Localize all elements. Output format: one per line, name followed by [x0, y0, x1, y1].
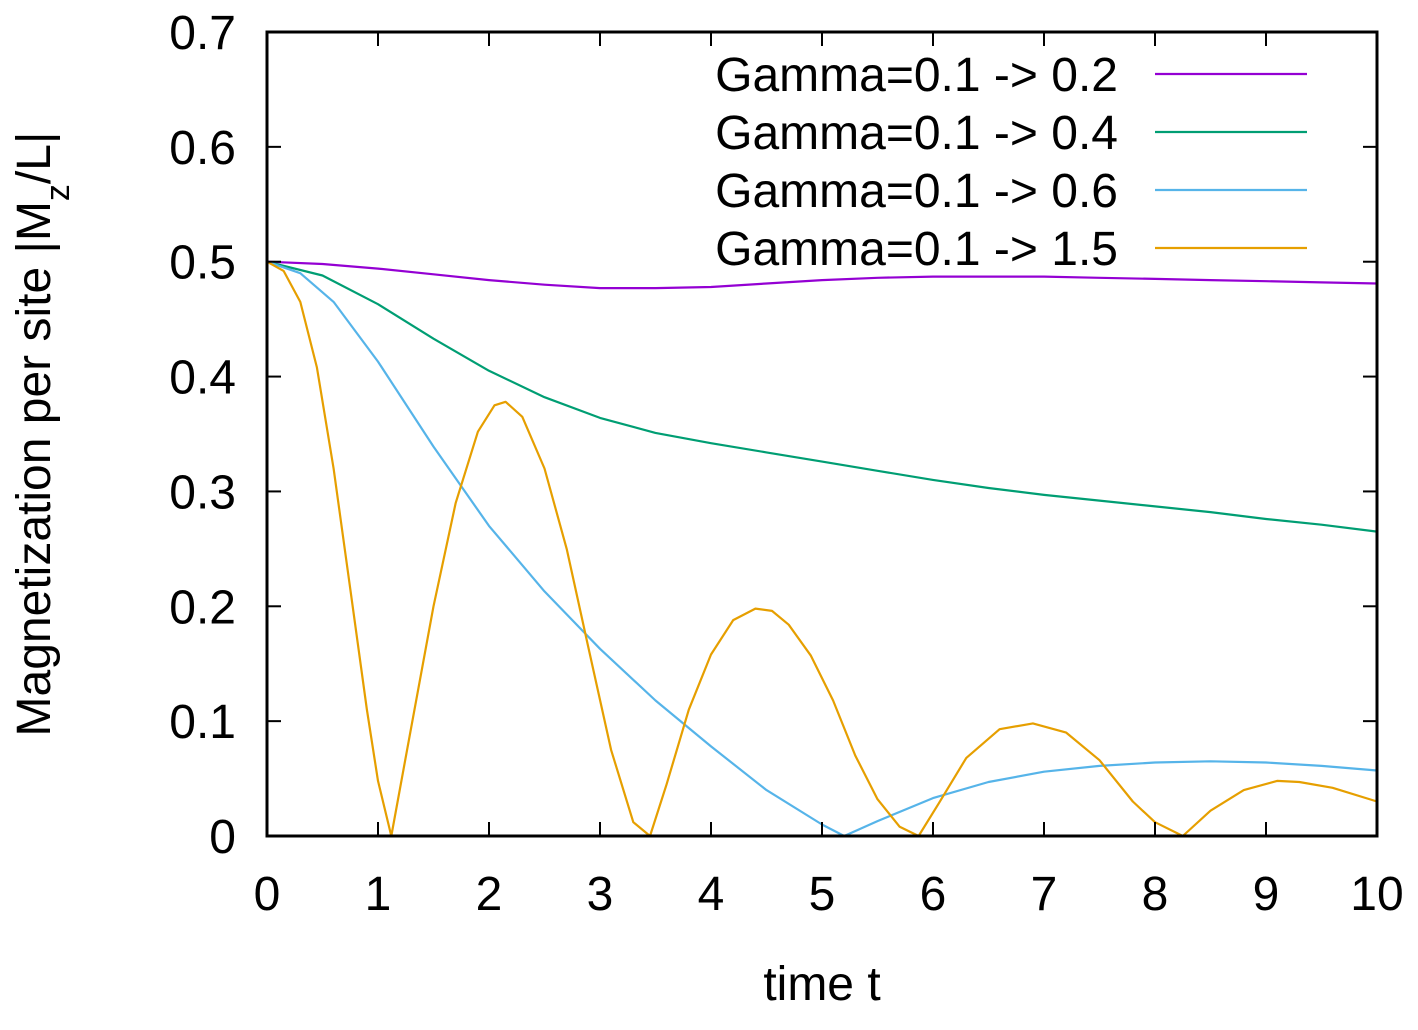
x-tick-label-0: 0 [254, 868, 281, 921]
x-tick-label-1: 1 [365, 868, 392, 921]
y-tick-label-5: 0.5 [169, 237, 236, 290]
x-tick-label-6: 6 [920, 868, 947, 921]
series-line-1 [266, 260, 1378, 533]
legend-label-1: Gamma=0.1 -> 0.4 [715, 107, 1118, 160]
y-tick-label-4: 0.4 [169, 352, 236, 405]
legend-label-2: Gamma=0.1 -> 0.6 [715, 165, 1118, 218]
x-tick-label-4: 4 [698, 868, 725, 921]
y-tick-label-6: 0.6 [169, 122, 236, 175]
x-tick-label-2: 2 [476, 868, 503, 921]
x-tick-label-10: 10 [1350, 868, 1403, 921]
y-tick-label-7: 0.7 [169, 7, 236, 60]
y-axis-label: Magnetization per site |Mz/L| [8, 132, 77, 737]
legend-label-3: Gamma=0.1 -> 1.5 [715, 223, 1118, 276]
axis-ticks [266, 31, 1378, 837]
tick-labels: 0 1 2 3 4 5 6 7 8 9 10 0 0.1 0.2 0.3 0.4 0.5 0.6 0.7 [169, 7, 1403, 921]
series-line-2 [266, 260, 1378, 838]
x-tick-label-5: 5 [809, 868, 836, 921]
y-axis-label-subscript: z [39, 184, 77, 201]
x-axis-label: time t [763, 958, 880, 1011]
series-line-3 [266, 260, 1378, 838]
plot-lines [266, 260, 1378, 838]
y-tick-label-2: 0.2 [169, 581, 236, 634]
y-tick-label-1: 0.1 [169, 696, 236, 749]
y-tick-label-0: 0 [209, 811, 236, 864]
x-tick-label-9: 9 [1253, 868, 1280, 921]
y-axis-label-suffix: /L| [8, 132, 61, 185]
y-axis-label-main: Magnetization per site |M [8, 201, 61, 736]
x-tick-label-7: 7 [1031, 868, 1058, 921]
y-tick-label-3: 0.3 [169, 466, 236, 519]
x-tick-label-3: 3 [587, 868, 614, 921]
legend-label-0: Gamma=0.1 -> 0.2 [715, 49, 1118, 102]
x-tick-label-8: 8 [1142, 868, 1169, 921]
series-line-0 [266, 260, 1378, 290]
